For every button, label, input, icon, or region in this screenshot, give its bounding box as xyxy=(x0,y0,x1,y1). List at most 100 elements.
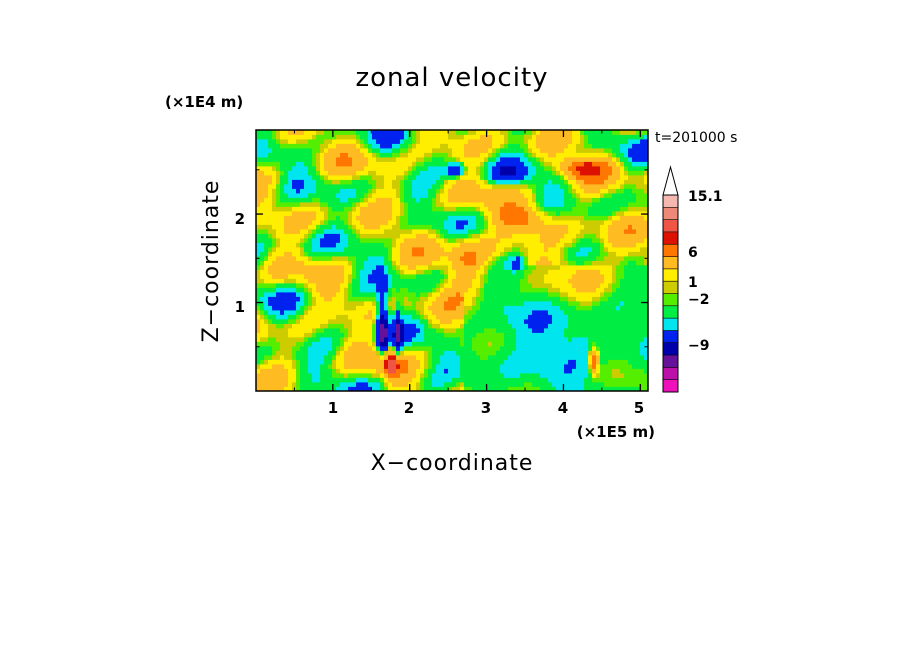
field-cell xyxy=(280,256,285,261)
field-cell xyxy=(464,283,469,288)
field-cell xyxy=(424,184,429,189)
field-cell xyxy=(452,197,457,203)
field-cell xyxy=(440,148,445,153)
field-cell xyxy=(556,328,561,333)
field-cell xyxy=(572,202,577,207)
field-cell xyxy=(436,179,441,185)
field-cell xyxy=(544,242,549,248)
field-cell xyxy=(296,134,301,140)
field-cell xyxy=(376,305,381,311)
field-cell xyxy=(528,373,533,378)
field-cell xyxy=(468,287,473,293)
field-cell xyxy=(320,170,325,176)
field-cell xyxy=(456,341,461,347)
field-cell xyxy=(496,251,501,257)
field-cell xyxy=(288,274,293,279)
field-cell xyxy=(288,242,293,248)
field-cell xyxy=(496,211,501,216)
field-cell xyxy=(408,166,413,171)
field-cell xyxy=(580,179,585,185)
field-cell xyxy=(536,233,541,239)
field-cell xyxy=(296,386,301,392)
field-cell xyxy=(364,269,369,275)
field-cell xyxy=(520,278,525,284)
field-cell xyxy=(580,134,585,140)
field-cell xyxy=(472,247,477,252)
field-cell xyxy=(368,251,373,257)
field-cell xyxy=(348,170,353,176)
field-cell xyxy=(564,152,569,158)
field-cell xyxy=(564,274,569,279)
field-cell xyxy=(268,319,273,324)
field-cell xyxy=(392,211,397,216)
field-cell xyxy=(516,233,521,239)
field-cell xyxy=(532,233,537,239)
field-cell xyxy=(308,287,313,293)
field-cell xyxy=(456,296,461,302)
field-cell xyxy=(352,251,357,257)
field-cell xyxy=(340,256,345,261)
field-cell xyxy=(588,175,593,180)
field-cell xyxy=(444,220,449,225)
field-cell xyxy=(432,161,437,167)
field-cell xyxy=(408,202,413,207)
field-cell xyxy=(400,382,405,387)
field-cell xyxy=(292,314,297,320)
field-cell xyxy=(300,175,305,180)
field-cell xyxy=(588,373,593,378)
field-cell xyxy=(280,130,285,135)
field-cell xyxy=(344,368,349,374)
field-cell xyxy=(560,242,565,248)
field-cell xyxy=(372,139,377,144)
field-cell xyxy=(472,139,477,144)
field-cell xyxy=(320,134,325,140)
field-cell xyxy=(372,170,377,176)
field-cell xyxy=(404,386,409,392)
field-cell xyxy=(592,238,597,243)
field-cell xyxy=(388,301,393,306)
field-cell xyxy=(412,170,417,176)
field-cell xyxy=(280,161,285,167)
field-cell xyxy=(296,157,301,162)
field-cell xyxy=(500,229,505,234)
field-cell xyxy=(392,274,397,279)
field-cell xyxy=(340,359,345,365)
field-cell xyxy=(316,233,321,239)
field-cell xyxy=(568,251,573,257)
field-cell xyxy=(464,341,469,347)
field-cell xyxy=(352,373,357,378)
field-cell xyxy=(412,143,417,149)
field-cell xyxy=(544,224,549,230)
field-cell xyxy=(276,215,281,221)
field-cell xyxy=(356,175,361,180)
field-cell xyxy=(292,350,297,356)
field-cell xyxy=(284,143,289,149)
field-cell xyxy=(284,184,289,189)
field-cell xyxy=(484,305,489,311)
field-cell xyxy=(284,364,289,369)
field-cell xyxy=(416,382,421,387)
field-cell xyxy=(532,278,537,284)
field-cell xyxy=(484,161,489,167)
field-cell xyxy=(260,256,265,261)
field-cell xyxy=(500,134,505,140)
field-cell xyxy=(488,256,493,261)
field-cell xyxy=(512,224,517,230)
field-cell xyxy=(356,161,361,167)
field-cell xyxy=(280,229,285,234)
field-cell xyxy=(448,130,453,135)
field-cell xyxy=(476,184,481,189)
field-cell xyxy=(560,292,565,297)
field-cell xyxy=(536,197,541,203)
field-cell xyxy=(516,188,521,194)
field-cell xyxy=(432,314,437,320)
field-cell xyxy=(532,287,537,293)
field-cell xyxy=(504,175,509,180)
field-cell xyxy=(332,265,337,270)
field-cell xyxy=(324,184,329,189)
field-cell xyxy=(380,197,385,203)
field-cell xyxy=(492,283,497,288)
field-cell xyxy=(352,319,357,324)
field-cell xyxy=(580,346,585,351)
field-cell xyxy=(428,197,433,203)
